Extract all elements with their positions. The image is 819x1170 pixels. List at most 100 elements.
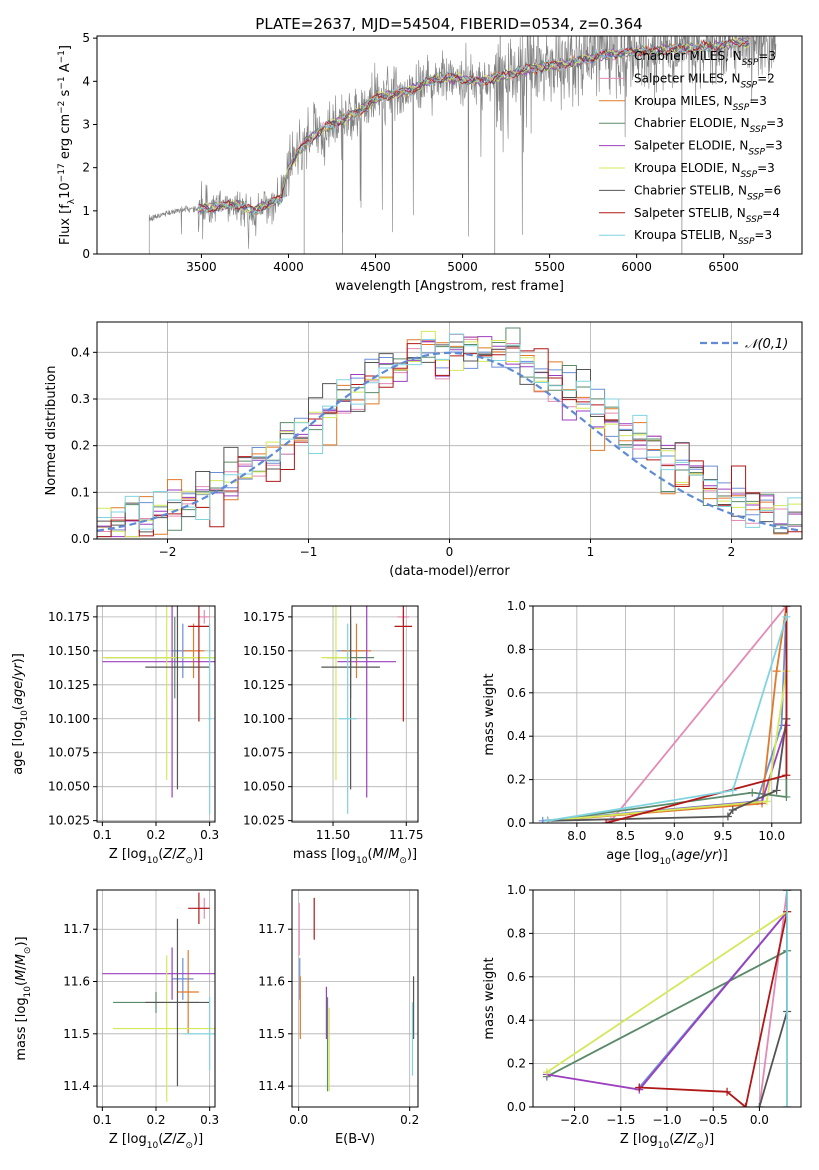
series-marker-0	[635, 1083, 644, 1092]
x-axis-label: age [log10(age/yr)]	[606, 848, 728, 867]
x-axis-label: E(B-V)	[335, 1132, 375, 1147]
y-axis-label: mass weight	[482, 957, 497, 1039]
x-tick-label-2: 4500	[360, 260, 391, 274]
chart-spectrum: 3500 4000 4500 5000 5500 6000 6500 0 1 2 3 4 5 wavele…	[57, 31, 803, 294]
axes-frame	[96, 35, 803, 255]
x-tick-label-1: −1.5	[606, 1113, 635, 1127]
point-kroupa-stelib	[208, 623, 212, 814]
y-tick-label-0: 0.0	[507, 1100, 526, 1114]
legend-entry-1: Salpeter MILES, NSSP=2	[634, 71, 775, 90]
chart-massweight_vs_age: 8.0 8.5 9.0 9.5 10.0 0.0 0.2 0.4 0.6 0.8 1.0 age [l…	[482, 599, 802, 867]
legend-entry-4: Salpeter ELODIE, NSSP=3	[634, 139, 783, 158]
chart-residuals: −2 −1 0 1 2 0.0 0.1 0.2 0.3 0.4 (data-model)/error…	[44, 321, 803, 579]
series-line	[547, 606, 788, 822]
point-kroupa-stelib	[182, 997, 215, 1071]
plot-area	[102, 892, 215, 1102]
y-tick-label-2: 10.075	[48, 746, 90, 760]
histogram-kroupa-stelib	[97, 333, 802, 539]
series-marker-1	[723, 812, 732, 821]
legend-entry-5: Kroupa ELODIE, NSSP=3	[634, 161, 775, 180]
model-kroupa-stelib	[197, 37, 750, 217]
series-line	[547, 606, 788, 822]
y-tick-label-6: 10.175	[243, 610, 285, 624]
point-kroupa-elodie	[102, 606, 215, 780]
series-marker-0	[543, 816, 552, 823]
y-axis-label: mass weight	[482, 673, 497, 755]
plot-area	[298, 897, 415, 1092]
legend-entry-8: Kroupa STELIB, NSSP=3	[634, 228, 772, 247]
series-marker-1	[748, 788, 757, 797]
y-tick-label-3: 10.100	[48, 712, 90, 726]
plot-area	[102, 606, 215, 814]
x-tick-label-3: 1	[587, 545, 595, 559]
chart-age_vs_Z: 0.1 0.2 0.3 10.025 10.050 10.075 10.100 10.125 1…	[11, 605, 219, 866]
x-tick-label-0: 0.0	[289, 1113, 308, 1127]
y-tick-label-4: 0.8	[507, 642, 526, 656]
y-tick-label-3: 3	[82, 117, 90, 131]
plot-area	[542, 890, 792, 1107]
point-salpeter-miles	[198, 610, 210, 624]
x-tick-label-1: 4000	[273, 260, 304, 274]
x-tick-label-1: 8.5	[616, 829, 635, 843]
series-kroupa-miles	[543, 606, 791, 823]
point-salpeter-stelib	[394, 606, 413, 722]
x-tick-label-2: 0.3	[200, 1113, 219, 1127]
y-tick-label-6: 10.175	[48, 610, 90, 624]
x-tick-label-1: 0.2	[146, 1113, 165, 1127]
plot-area	[538, 606, 791, 823]
x-axis-label: (data-model)/error	[389, 564, 510, 579]
x-tick-label-0: 0.1	[93, 828, 112, 842]
y-tick-label-1: 11.5	[63, 1027, 90, 1041]
x-tick-label-0: 3500	[186, 260, 217, 274]
y-tick-label-0: 11.4	[258, 1079, 285, 1093]
x-axis-label: Z [log10(Z/Z⊙)]	[620, 1132, 714, 1151]
y-tick-label-1: 0.1	[71, 485, 90, 499]
series-salpeter-stelib	[602, 606, 791, 823]
axes-frame	[291, 889, 419, 1108]
y-tick-label-0: 10.025	[48, 814, 90, 828]
legend-entry-normal: 𝒩(0,1)	[745, 337, 788, 352]
y-tick-label-2: 11.6	[63, 975, 90, 989]
y-axis-label: age [log10(age/yr)]	[11, 653, 30, 775]
series-marker-3	[772, 786, 781, 795]
x-tick-label-3: 9.5	[713, 829, 732, 843]
y-tick-label-4: 0.4	[71, 345, 90, 359]
axes-frame	[291, 605, 419, 823]
point-kroupa-stelib	[338, 623, 357, 814]
series-marker-1	[728, 786, 737, 795]
series-kroupa-stelib	[543, 612, 791, 823]
y-tick-label-0: 10.025	[243, 814, 285, 828]
y-tick-label-2: 11.6	[258, 975, 285, 989]
y-axis-label: Normed distribution	[44, 366, 59, 496]
y-tick-label-2: 0.4	[507, 729, 526, 743]
x-tick-label-1: 0.2	[146, 828, 165, 842]
x-tick-label-0: −2	[159, 545, 177, 559]
point-chabrier-miles	[172, 957, 194, 1000]
y-tick-label-4: 0.8	[507, 926, 526, 940]
series-line	[758, 890, 788, 1107]
y-tick-label-2: 10.075	[243, 746, 285, 760]
y-tick-label-1: 10.050	[243, 780, 285, 794]
series-marker-2	[728, 805, 737, 814]
point-kroupa-miles	[182, 623, 205, 678]
series-line	[547, 606, 788, 822]
series-line	[610, 606, 788, 822]
y-tick-label-0: 0.0	[71, 532, 90, 546]
series-marker-2	[782, 606, 791, 610]
model-chabrier-stelib	[197, 38, 750, 214]
plot-area	[321, 606, 413, 814]
x-tick-label-1: 11.75	[389, 828, 423, 842]
y-tick-label-0: 0	[82, 247, 90, 261]
legend-entry-6: Chabrier STELIB, NSSP=6	[634, 183, 781, 202]
series-marker-1	[723, 1087, 732, 1096]
x-tick-label-1: −1	[300, 545, 318, 559]
y-tick-label-4: 10.125	[48, 678, 90, 692]
series-marker-1	[762, 797, 771, 806]
point-kroupa-miles	[177, 950, 199, 1034]
point-salpeter-elodie	[102, 606, 215, 798]
point-kroupa-elodie	[321, 606, 351, 780]
x-tick-label-0: 11.50	[316, 828, 350, 842]
point-salpeter-stelib	[188, 606, 210, 722]
chart-age_vs_mass: 11.50 11.75 10.025 10.050 10.075 10.100 10.125…	[243, 605, 423, 866]
legend-entry-7: Salpeter STELIB, NSSP=4	[634, 206, 780, 225]
